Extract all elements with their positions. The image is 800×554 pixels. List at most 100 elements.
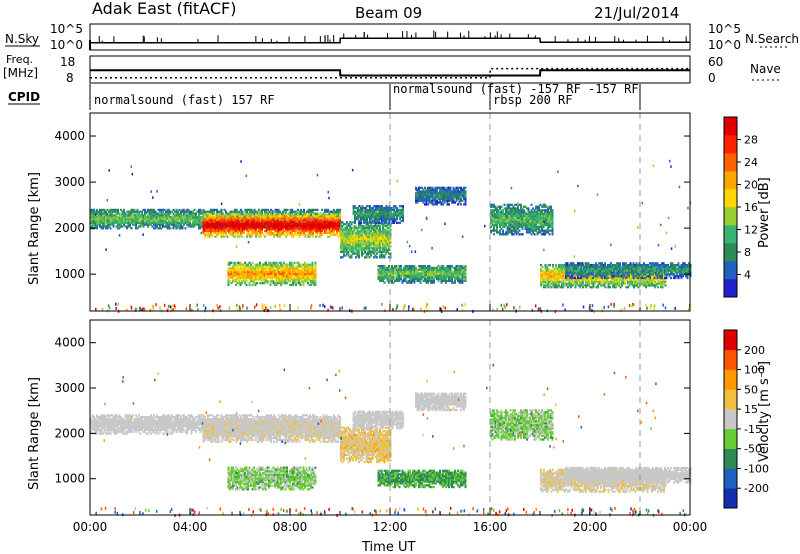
echo-cell: [280, 280, 282, 283]
echo-cell: [304, 235, 307, 238]
echo-cell: [126, 218, 128, 221]
echo-cell: [275, 270, 278, 274]
echo-cell: [265, 217, 268, 220]
echo-cell: [222, 233, 224, 236]
echo-cell: [301, 222, 304, 225]
echo-cell: [271, 226, 274, 229]
echo-cell: [257, 265, 260, 268]
echo-cell: [361, 224, 363, 228]
echo-cell: [300, 215, 302, 218]
echo-cell: [108, 221, 110, 224]
echo-cell: [153, 214, 155, 217]
echo-cell: [184, 219, 187, 223]
echo-cell: [268, 276, 270, 279]
echo-cell: [273, 224, 275, 227]
echo-cell: [240, 210, 242, 213]
echo-cell: [373, 248, 375, 252]
echo-cell: [97, 218, 100, 221]
echo-cell: [283, 230, 286, 233]
echo-cell: [243, 220, 245, 223]
echo-cell: [192, 214, 194, 217]
echo-cell: [162, 219, 164, 223]
echo-cell: [347, 224, 350, 228]
echo-cell: [347, 247, 350, 250]
echo-cell: [256, 222, 259, 225]
echo-cell: [253, 214, 256, 217]
echo-cell: [334, 217, 337, 220]
echo-cell: [350, 221, 353, 224]
echo-cell: [231, 231, 233, 235]
echo-cell: [325, 230, 328, 233]
echo-cell: [330, 222, 332, 225]
echo-cell: [322, 231, 325, 235]
echo-cell: [126, 219, 128, 223]
echo-cell: [308, 280, 311, 283]
echo-cell: [238, 282, 240, 285]
echo-cell: [251, 265, 254, 268]
echo-cell: [154, 221, 157, 224]
echo-cell: [220, 210, 223, 213]
echo-cell: [289, 224, 292, 227]
echo-cell: [371, 239, 374, 242]
echo-cell: [301, 270, 303, 274]
echo-cell: [97, 223, 100, 226]
echo-cell: [254, 267, 257, 270]
echo-cell: [159, 214, 161, 217]
echo-cell: [264, 212, 266, 215]
echo-cell: [204, 228, 206, 231]
echo-cell: [324, 217, 326, 220]
echo-cell: [301, 224, 304, 227]
echo-cell: [163, 208, 166, 212]
echo-cell: [302, 278, 305, 281]
echo-cell: [225, 220, 227, 223]
echo-cell: [263, 280, 266, 283]
echo-cell: [250, 235, 253, 238]
echo-cell: [359, 228, 362, 231]
echo-cell: [248, 278, 251, 281]
echo-cell: [195, 218, 197, 221]
echo-cell: [341, 230, 344, 233]
echo-cell: [295, 274, 297, 277]
echo-cell: [364, 226, 366, 229]
echo-cell: [341, 235, 344, 239]
echo-cell: [279, 210, 281, 213]
echo-cell: [102, 221, 104, 224]
echo-cell: [271, 212, 274, 215]
echo-cell: [276, 210, 278, 213]
echo-cell: [241, 217, 244, 220]
echo-cell: [315, 215, 317, 218]
echo-cell: [289, 272, 291, 276]
echo-cell: [340, 234, 342, 237]
echo-cell: [256, 272, 258, 276]
echo-cell: [307, 269, 309, 272]
echo-cell: [343, 230, 345, 233]
echo-cell: [362, 232, 365, 235]
echo-cell: [341, 234, 344, 237]
echo-cell: [300, 212, 302, 215]
echo-cell: [281, 265, 284, 268]
echo-cell: [175, 221, 178, 224]
echo-cell: [343, 232, 345, 235]
echo-cell: [365, 234, 368, 237]
echo-cell: [264, 224, 266, 227]
echo-cell: [352, 221, 354, 224]
echo-cell: [327, 222, 329, 225]
echo-cell: [283, 269, 285, 272]
echo-cell: [138, 219, 140, 223]
echo-cell: [261, 208, 263, 212]
echo-cell: [90, 225, 92, 228]
echo-cell: [302, 282, 305, 285]
echo-cell: [279, 228, 281, 231]
echo-cell: [251, 272, 254, 276]
echo-cell: [211, 210, 214, 213]
echo-cell: [311, 274, 314, 277]
echo-cell: [315, 212, 317, 215]
echo-cell: [333, 231, 335, 235]
echo-cell: [247, 272, 249, 276]
echo-cell: [183, 212, 185, 215]
echo-cell: [244, 222, 247, 225]
echo-cell: [336, 226, 338, 229]
echo-cell: [318, 228, 320, 231]
echo-cell: [268, 222, 271, 225]
echo-cell: [207, 228, 209, 231]
